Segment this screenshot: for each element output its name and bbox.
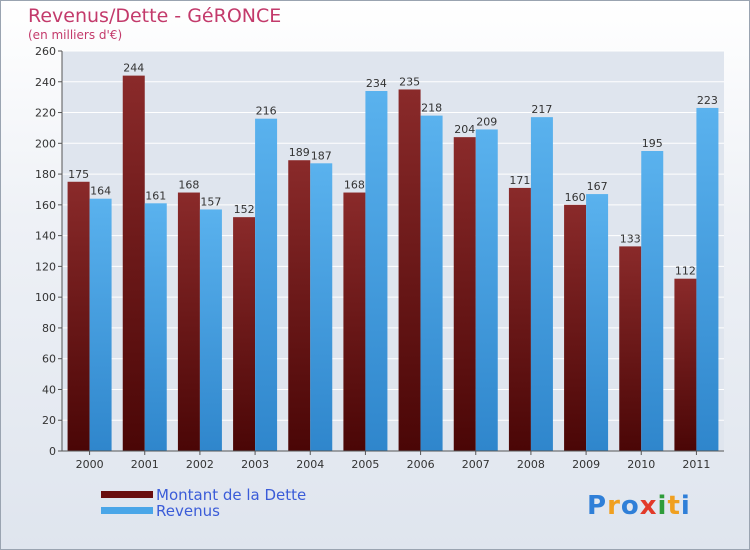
logo-letter: r <box>607 491 621 521</box>
y-tick-label: 100 <box>35 291 56 304</box>
legend-swatch-revenus <box>101 507 153 514</box>
data-label-revenus: 157 <box>200 195 221 208</box>
y-tick-label: 220 <box>35 107 56 120</box>
data-label-revenus: 234 <box>366 77 387 90</box>
bar-dette <box>508 187 531 451</box>
x-tick-label: 2003 <box>241 458 269 471</box>
bar-revenus <box>420 115 443 451</box>
x-tick-label: 2000 <box>76 458 104 471</box>
logo-letter: t <box>667 491 681 521</box>
bar-dette <box>398 89 421 451</box>
bar-dette <box>453 137 476 451</box>
y-tick-label: 160 <box>35 199 56 212</box>
legend-swatch-dette <box>101 491 153 498</box>
y-tick-label: 20 <box>42 414 56 427</box>
data-label-dette: 171 <box>509 174 530 187</box>
bar-dette <box>343 192 366 452</box>
x-tick-label: 2004 <box>296 458 324 471</box>
data-label-revenus: 161 <box>145 189 166 202</box>
x-tick-label: 2002 <box>186 458 214 471</box>
data-label-dette: 112 <box>675 265 696 278</box>
bar-dette <box>67 181 90 451</box>
data-label-dette: 244 <box>123 62 144 75</box>
logo-letter: o <box>620 491 640 521</box>
bar-revenus <box>530 117 553 452</box>
y-tick-label: 40 <box>42 383 56 396</box>
x-tick-label: 2008 <box>517 458 545 471</box>
bar-dette <box>564 204 587 451</box>
y-tick-label: 140 <box>35 230 56 243</box>
x-tick-label: 2007 <box>462 458 490 471</box>
logo-letter: i <box>680 491 691 521</box>
y-tick-label: 120 <box>35 260 56 273</box>
bar-dette <box>177 192 200 452</box>
axes: 0 20 40 60 80 100 120 140 160 180 200 220 240 260 2000… <box>35 45 724 471</box>
data-label-dette: 235 <box>399 75 420 88</box>
bar-revenus <box>89 198 112 451</box>
x-tick-label: 2010 <box>627 458 655 471</box>
y-tick-label: 180 <box>35 168 56 181</box>
bar-revenus <box>310 163 333 452</box>
bar-dette <box>288 160 311 451</box>
chart-subtitle: (en milliers d'€) <box>28 28 123 42</box>
data-label-dette: 160 <box>565 191 586 204</box>
y-tick-label: 0 <box>49 445 56 458</box>
data-label-revenus: 209 <box>476 115 497 128</box>
data-label-revenus: 187 <box>311 149 332 162</box>
x-tick-label: 2009 <box>572 458 600 471</box>
y-tick-label: 200 <box>35 137 56 150</box>
y-tick-label: 80 <box>42 322 56 335</box>
proxiti-logo: Proxiti <box>587 491 691 521</box>
logo-letter: P <box>587 491 608 521</box>
bar-revenus <box>144 203 167 451</box>
legend-label-dette: Montant de la Dette <box>156 486 307 504</box>
bar-dette <box>233 217 256 451</box>
plot-area <box>62 51 724 451</box>
x-tick-label: 2006 <box>407 458 435 471</box>
data-label-dette: 168 <box>344 179 365 192</box>
data-label-revenus: 216 <box>256 105 277 118</box>
x-tick-label: 2001 <box>131 458 159 471</box>
data-label-revenus: 217 <box>531 103 552 116</box>
logo-letter: i <box>657 491 668 521</box>
x-tick-label: 2011 <box>682 458 710 471</box>
logo-letter: x <box>639 491 658 521</box>
data-label-dette: 133 <box>620 232 641 245</box>
data-label-dette: 189 <box>289 146 310 159</box>
data-label-revenus: 167 <box>587 180 608 193</box>
data-label-dette: 204 <box>454 123 475 136</box>
data-label-dette: 168 <box>178 179 199 192</box>
data-label-dette: 152 <box>234 203 255 216</box>
bar-revenus <box>365 91 388 451</box>
chart-title: Revenus/Dette - GéRONCE <box>28 5 282 27</box>
x-tick-label: 2005 <box>351 458 379 471</box>
data-label-revenus: 195 <box>642 137 663 150</box>
data-label-dette: 175 <box>68 168 89 181</box>
bar-revenus <box>586 194 609 452</box>
bars <box>67 75 719 452</box>
bar-revenus <box>475 129 498 451</box>
legend-label-revenus: Revenus <box>156 502 220 520</box>
bar-dette <box>674 278 697 451</box>
data-label-revenus: 164 <box>90 185 111 198</box>
bar-revenus <box>255 118 278 451</box>
grid-lines <box>62 50 724 421</box>
bar-revenus <box>696 107 719 451</box>
bar-dette <box>122 75 145 451</box>
bar-revenus <box>641 151 664 451</box>
bar-revenus <box>199 209 222 451</box>
data-label-revenus: 218 <box>421 102 442 115</box>
bar-dette <box>619 246 642 451</box>
y-tick-label: 260 <box>35 45 56 58</box>
y-tick-label: 60 <box>42 353 56 366</box>
data-label-revenus: 223 <box>697 94 718 107</box>
y-tick-label: 240 <box>35 76 56 89</box>
